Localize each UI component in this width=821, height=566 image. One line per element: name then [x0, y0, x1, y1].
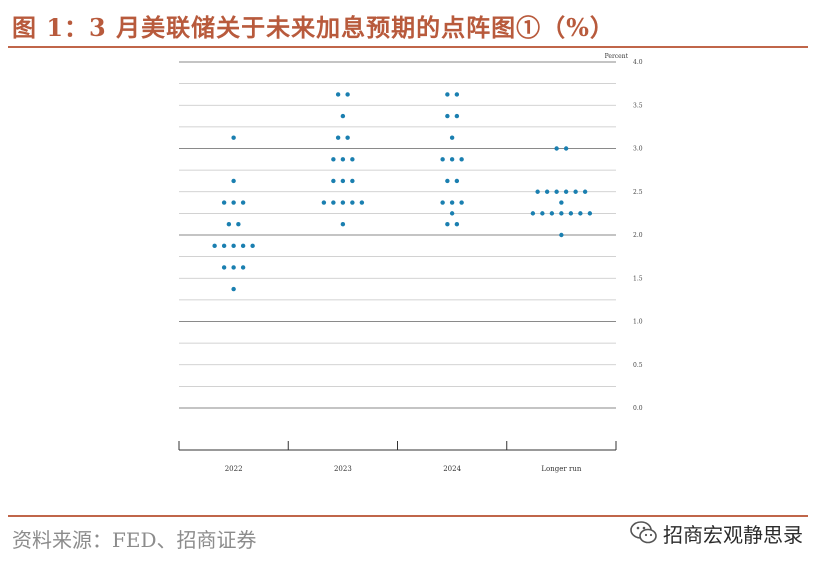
fomc-dot	[221, 265, 227, 270]
y-tick-label: 2.5	[633, 189, 643, 196]
fomc-dot	[587, 211, 593, 216]
fomc-dot	[440, 157, 445, 162]
fomc-dot	[240, 265, 246, 270]
fomc-dot	[445, 178, 450, 184]
fomc-dot	[563, 189, 569, 194]
fomc-dot	[231, 135, 236, 140]
fomc-dot	[321, 200, 327, 205]
fomc-dot	[335, 135, 341, 140]
fomc-dot	[449, 135, 455, 140]
fomc-dot	[340, 113, 346, 119]
fomc-dot	[250, 243, 255, 249]
fomc-dot	[554, 146, 559, 151]
fomc-dot	[359, 200, 365, 205]
axis-layer: Percent 0.0 0.5 1.0 1.5 2.0 2.5 3.0 3.5 4.0 2022 2…	[178, 53, 643, 473]
grid-layer	[179, 61, 616, 409]
fomc-dot	[535, 189, 540, 194]
fomc-dot	[459, 157, 464, 162]
brand-watermark: 招商宏观静思录	[629, 518, 803, 548]
y-tick-label: 2.0	[633, 232, 643, 239]
fomc-dot	[445, 92, 450, 97]
fomc-dot	[240, 243, 246, 249]
fomc-dot	[554, 189, 559, 194]
fomc-dot	[540, 211, 545, 216]
figure-title: 图 1：3 月美联储关于未来加息预期的点阵图①（%）	[12, 13, 615, 42]
fomc-dot	[221, 200, 227, 205]
fomc-dot	[350, 157, 355, 162]
y-tick-label: 4.0	[633, 59, 643, 66]
fomc-dot	[449, 200, 455, 205]
y-tick-label: 1.5	[633, 275, 643, 282]
y-tick-label: 3.5	[633, 102, 643, 109]
fomc-dot	[454, 178, 460, 184]
fomc-dot	[544, 189, 550, 194]
title-divider	[8, 46, 808, 48]
fomc-dot	[559, 211, 564, 216]
y-tick-label: 0.5	[633, 362, 643, 369]
fomc-dot	[345, 135, 350, 140]
fomc-dot	[236, 221, 241, 227]
fomc-dot	[331, 178, 336, 184]
fomc-dot	[549, 211, 555, 216]
fomc-dot	[559, 232, 564, 238]
fomc-dot	[345, 92, 350, 97]
fomc-dot	[449, 157, 455, 162]
fomc-dot	[240, 200, 246, 205]
footer-divider	[8, 515, 808, 517]
fomc-dot	[212, 243, 217, 249]
fomc-dot	[454, 113, 460, 119]
fomc-dot	[459, 200, 464, 205]
dot-layer	[212, 92, 593, 292]
fomc-dot	[454, 92, 460, 97]
fomc-dot	[231, 200, 236, 205]
y-tick-label: 0.0	[633, 405, 643, 412]
fomc-dot	[559, 200, 564, 205]
fomc-dot	[231, 265, 236, 270]
fomc-dot	[340, 157, 346, 162]
fomc-dot	[340, 200, 346, 205]
fomc-dot	[231, 286, 236, 292]
fomc-dot	[340, 221, 346, 227]
fomc-dot	[340, 178, 346, 184]
wechat-icon	[630, 521, 657, 544]
y-tick-label: 1.0	[633, 319, 643, 326]
brand-name: 招商宏观静思录	[663, 522, 803, 547]
fomc-dot	[530, 211, 536, 216]
fomc-dot	[445, 113, 450, 119]
y-axis-label: Percent	[605, 53, 629, 60]
fomc-dot	[350, 200, 355, 205]
fomc-dot	[563, 146, 569, 151]
fomc-dot	[331, 157, 336, 162]
x-tick-label: 2023	[334, 465, 352, 473]
fomc-dot	[445, 221, 450, 227]
fomc-dot	[231, 178, 236, 184]
x-tick-label: 2024	[443, 465, 461, 473]
fomc-dot	[573, 189, 578, 194]
fomc-dot	[568, 211, 574, 216]
fomc-dot	[350, 178, 355, 184]
fomc-dot	[221, 243, 227, 249]
fomc-dot	[226, 221, 232, 227]
fomc-dot	[331, 200, 336, 205]
x-tick-label: 2022	[225, 465, 243, 473]
source-note: 资料来源：FED、招商证券	[12, 528, 257, 552]
fomc-dot	[335, 92, 341, 97]
fomc-dot	[578, 211, 583, 216]
x-tick-label: Longer run	[541, 465, 581, 473]
y-tick-label: 3.0	[633, 146, 643, 153]
fomc-dot	[454, 221, 460, 227]
fomc-dot	[440, 200, 445, 205]
fomc-dot	[582, 189, 588, 194]
fomc-dot	[449, 211, 455, 216]
fomc-dot	[231, 243, 236, 249]
